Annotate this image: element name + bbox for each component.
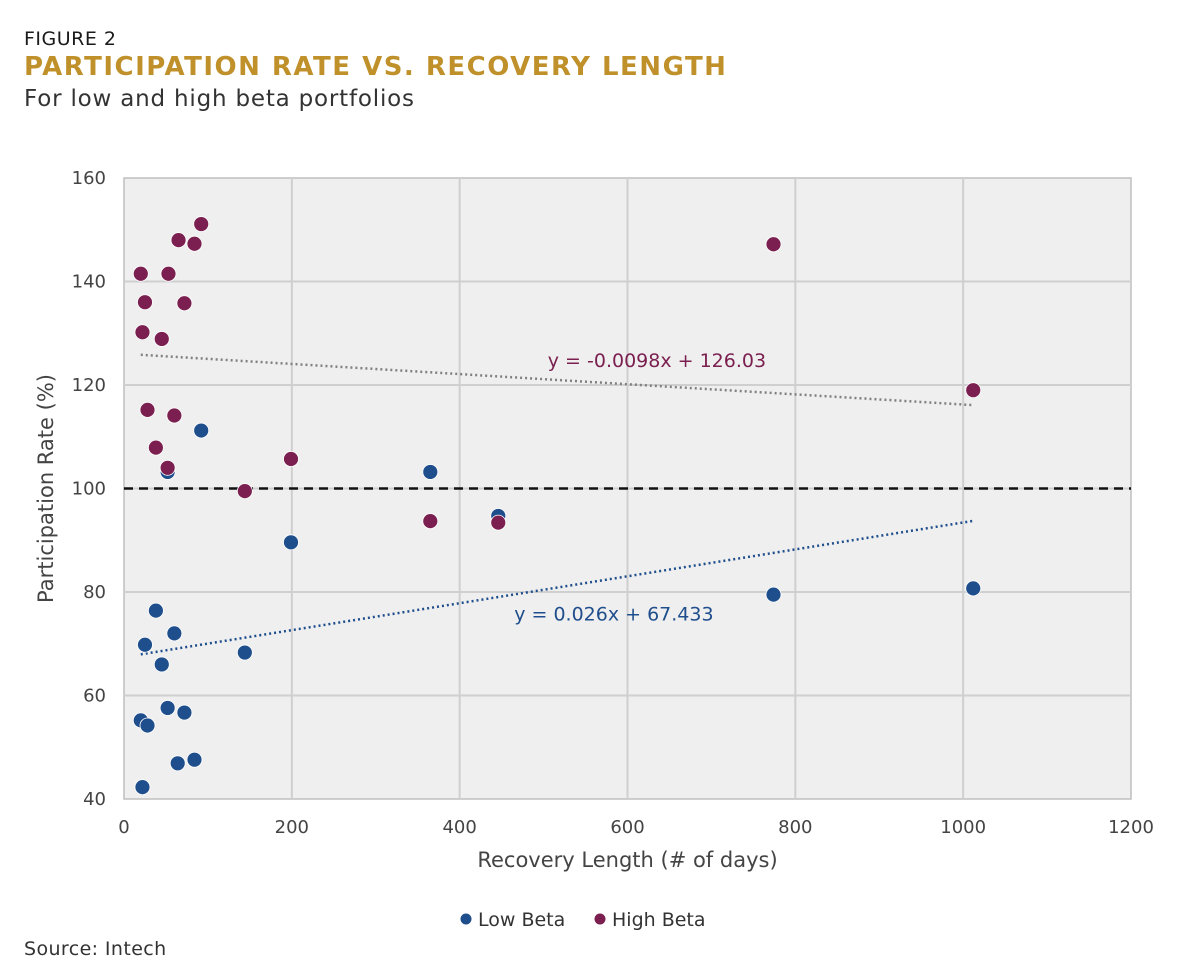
- point-high-beta: [134, 324, 151, 341]
- figure-label: FIGURE 2: [24, 28, 117, 50]
- point-low-beta: [147, 602, 164, 619]
- y-tick-label: 60: [83, 686, 106, 707]
- point-high-beta: [283, 451, 299, 467]
- point-low-beta: [134, 779, 151, 795]
- point-high-beta: [186, 235, 203, 252]
- chart-title: PARTICIPATION RATE VS. RECOVERY LENGTH: [24, 52, 728, 82]
- trend-equation-labels: y = -0.0098x + 126.03 y = 0.026x + 67.433: [514, 350, 766, 626]
- y-tick-label: 100: [72, 479, 106, 500]
- point-low-beta: [169, 755, 186, 772]
- point-high-beta: [160, 265, 177, 282]
- trend-equation-low-beta: y = 0.026x + 67.433: [514, 603, 713, 625]
- point-high-beta: [176, 295, 193, 312]
- y-tick-label: 40: [83, 789, 106, 810]
- point-low-beta: [166, 625, 183, 642]
- point-low-beta: [153, 656, 170, 673]
- y-axis-ticks: 40 60 80 100 120 140 160: [72, 168, 106, 810]
- point-low-beta: [283, 534, 299, 551]
- point-high-beta: [159, 459, 176, 476]
- point-high-beta: [422, 513, 439, 530]
- x-axis-ticks: 0 200 400 600 800 1000 1200: [118, 817, 1154, 838]
- point-high-beta: [170, 232, 187, 249]
- x-axis-label: Recovery Length (# of days): [477, 848, 777, 872]
- legend-marker-high-beta: [594, 913, 606, 925]
- y-tick-label: 140: [72, 272, 106, 293]
- source-note: Source: Intech: [24, 938, 167, 960]
- trend-line-low-beta: [140, 519, 974, 656]
- legend-label-low-beta: Low Beta: [478, 909, 565, 931]
- point-low-beta: [193, 422, 210, 439]
- x-tick-label: 0: [118, 817, 129, 838]
- data-points: [132, 216, 982, 795]
- point-low-beta: [422, 464, 439, 480]
- point-low-beta: [137, 636, 153, 653]
- point-low-beta: [765, 586, 782, 603]
- trend-equation-high-beta: y = -0.0098x + 126.03: [548, 350, 766, 372]
- point-low-beta: [236, 644, 253, 661]
- point-high-beta: [193, 216, 210, 232]
- y-axis-label: Participation Rate (%): [34, 374, 58, 603]
- legend-label-high-beta: High Beta: [612, 909, 706, 931]
- trend-line-high-beta: [140, 353, 974, 407]
- x-tick-label: 800: [778, 817, 812, 838]
- point-low-beta: [965, 580, 982, 597]
- point-high-beta: [132, 265, 149, 282]
- y-tick-label: 160: [72, 168, 106, 189]
- legend-marker-low-beta: [460, 913, 472, 925]
- point-low-beta: [186, 751, 203, 768]
- x-tick-label: 600: [610, 817, 644, 838]
- x-tick-label: 1000: [940, 817, 986, 838]
- point-low-beta: [159, 700, 176, 716]
- point-high-beta: [166, 407, 183, 424]
- point-high-beta: [147, 439, 164, 456]
- point-low-beta: [176, 704, 193, 721]
- x-tick-label: 400: [442, 817, 476, 838]
- point-high-beta: [153, 331, 170, 347]
- point-high-beta: [139, 401, 156, 418]
- point-high-beta: [965, 382, 982, 399]
- y-tick-label: 120: [72, 375, 106, 396]
- x-tick-label: 1200: [1108, 817, 1154, 838]
- point-high-beta: [490, 514, 507, 531]
- point-low-beta: [139, 717, 156, 734]
- point-high-beta: [236, 483, 253, 499]
- legend: Low Beta High Beta: [460, 909, 706, 931]
- point-high-beta: [137, 294, 153, 311]
- x-tick-label: 200: [275, 817, 309, 838]
- y-tick-label: 80: [83, 582, 106, 603]
- point-high-beta: [765, 236, 782, 253]
- chart-subtitle: For low and high beta portfolios: [24, 86, 415, 112]
- trend-lines: [140, 353, 974, 656]
